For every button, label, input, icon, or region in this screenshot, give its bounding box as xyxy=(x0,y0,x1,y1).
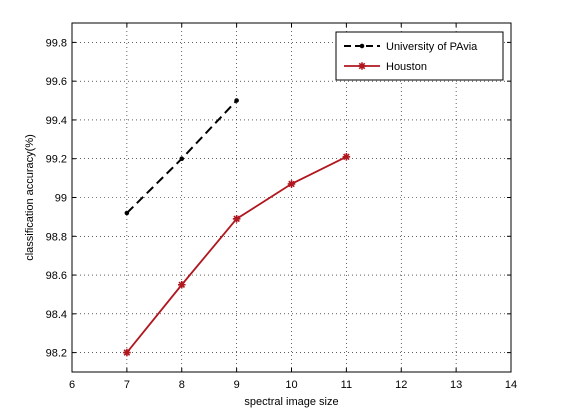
y-tick-label: 99.6 xyxy=(46,76,67,88)
data-point xyxy=(234,98,239,103)
legend-entry: Houston xyxy=(344,61,427,73)
data-point xyxy=(123,348,131,357)
x-tick-label: 10 xyxy=(285,379,297,391)
y-axis-title: classification accuracy(%) xyxy=(24,134,36,261)
series-2 xyxy=(123,152,351,357)
x-tick-label: 7 xyxy=(124,379,130,391)
legend-marker xyxy=(359,43,365,49)
y-tick-label: 98.8 xyxy=(46,231,67,243)
x-tick-label: 11 xyxy=(341,379,352,391)
x-tick-label: 14 xyxy=(505,379,517,391)
legend-marker xyxy=(358,62,366,70)
y-tick-label: 99 xyxy=(55,193,67,205)
x-tick-label: 12 xyxy=(395,379,407,391)
legend-entry: University of PAvia xyxy=(344,41,478,53)
y-tick-label: 98.2 xyxy=(46,348,67,360)
x-tick-label: 8 xyxy=(179,379,185,391)
legend-box xyxy=(335,31,504,81)
legend-label: University of PAvia xyxy=(386,41,478,53)
data-point xyxy=(287,180,296,188)
x-tick-label: 6 xyxy=(69,379,75,391)
series-1 xyxy=(124,98,239,216)
axis-ticks: 6 7 8 9 10 11 12 13 14 98.2 98.4 98.6 98.8 99 99.2 99.4… xyxy=(46,23,517,391)
legend: University of PAvia Houston xyxy=(335,31,504,81)
y-tick-label: 99.4 xyxy=(46,115,67,127)
data-point xyxy=(179,156,185,162)
y-tick-label: 98.6 xyxy=(46,270,67,282)
x-tick-label: 13 xyxy=(450,379,462,391)
series-layer xyxy=(123,98,351,357)
plot-area xyxy=(72,23,511,372)
x-axis-title: spectral image size xyxy=(244,396,338,408)
data-point xyxy=(177,280,186,289)
y-tick-label: 99.2 xyxy=(46,154,67,166)
x-tick-label: 9 xyxy=(234,379,240,391)
data-point xyxy=(342,152,351,161)
y-tick-label: 98.4 xyxy=(46,309,67,321)
data-point xyxy=(124,210,130,216)
legend-label: Houston xyxy=(386,61,427,73)
data-point xyxy=(232,215,241,223)
y-tick-label: 99.8 xyxy=(46,37,67,49)
